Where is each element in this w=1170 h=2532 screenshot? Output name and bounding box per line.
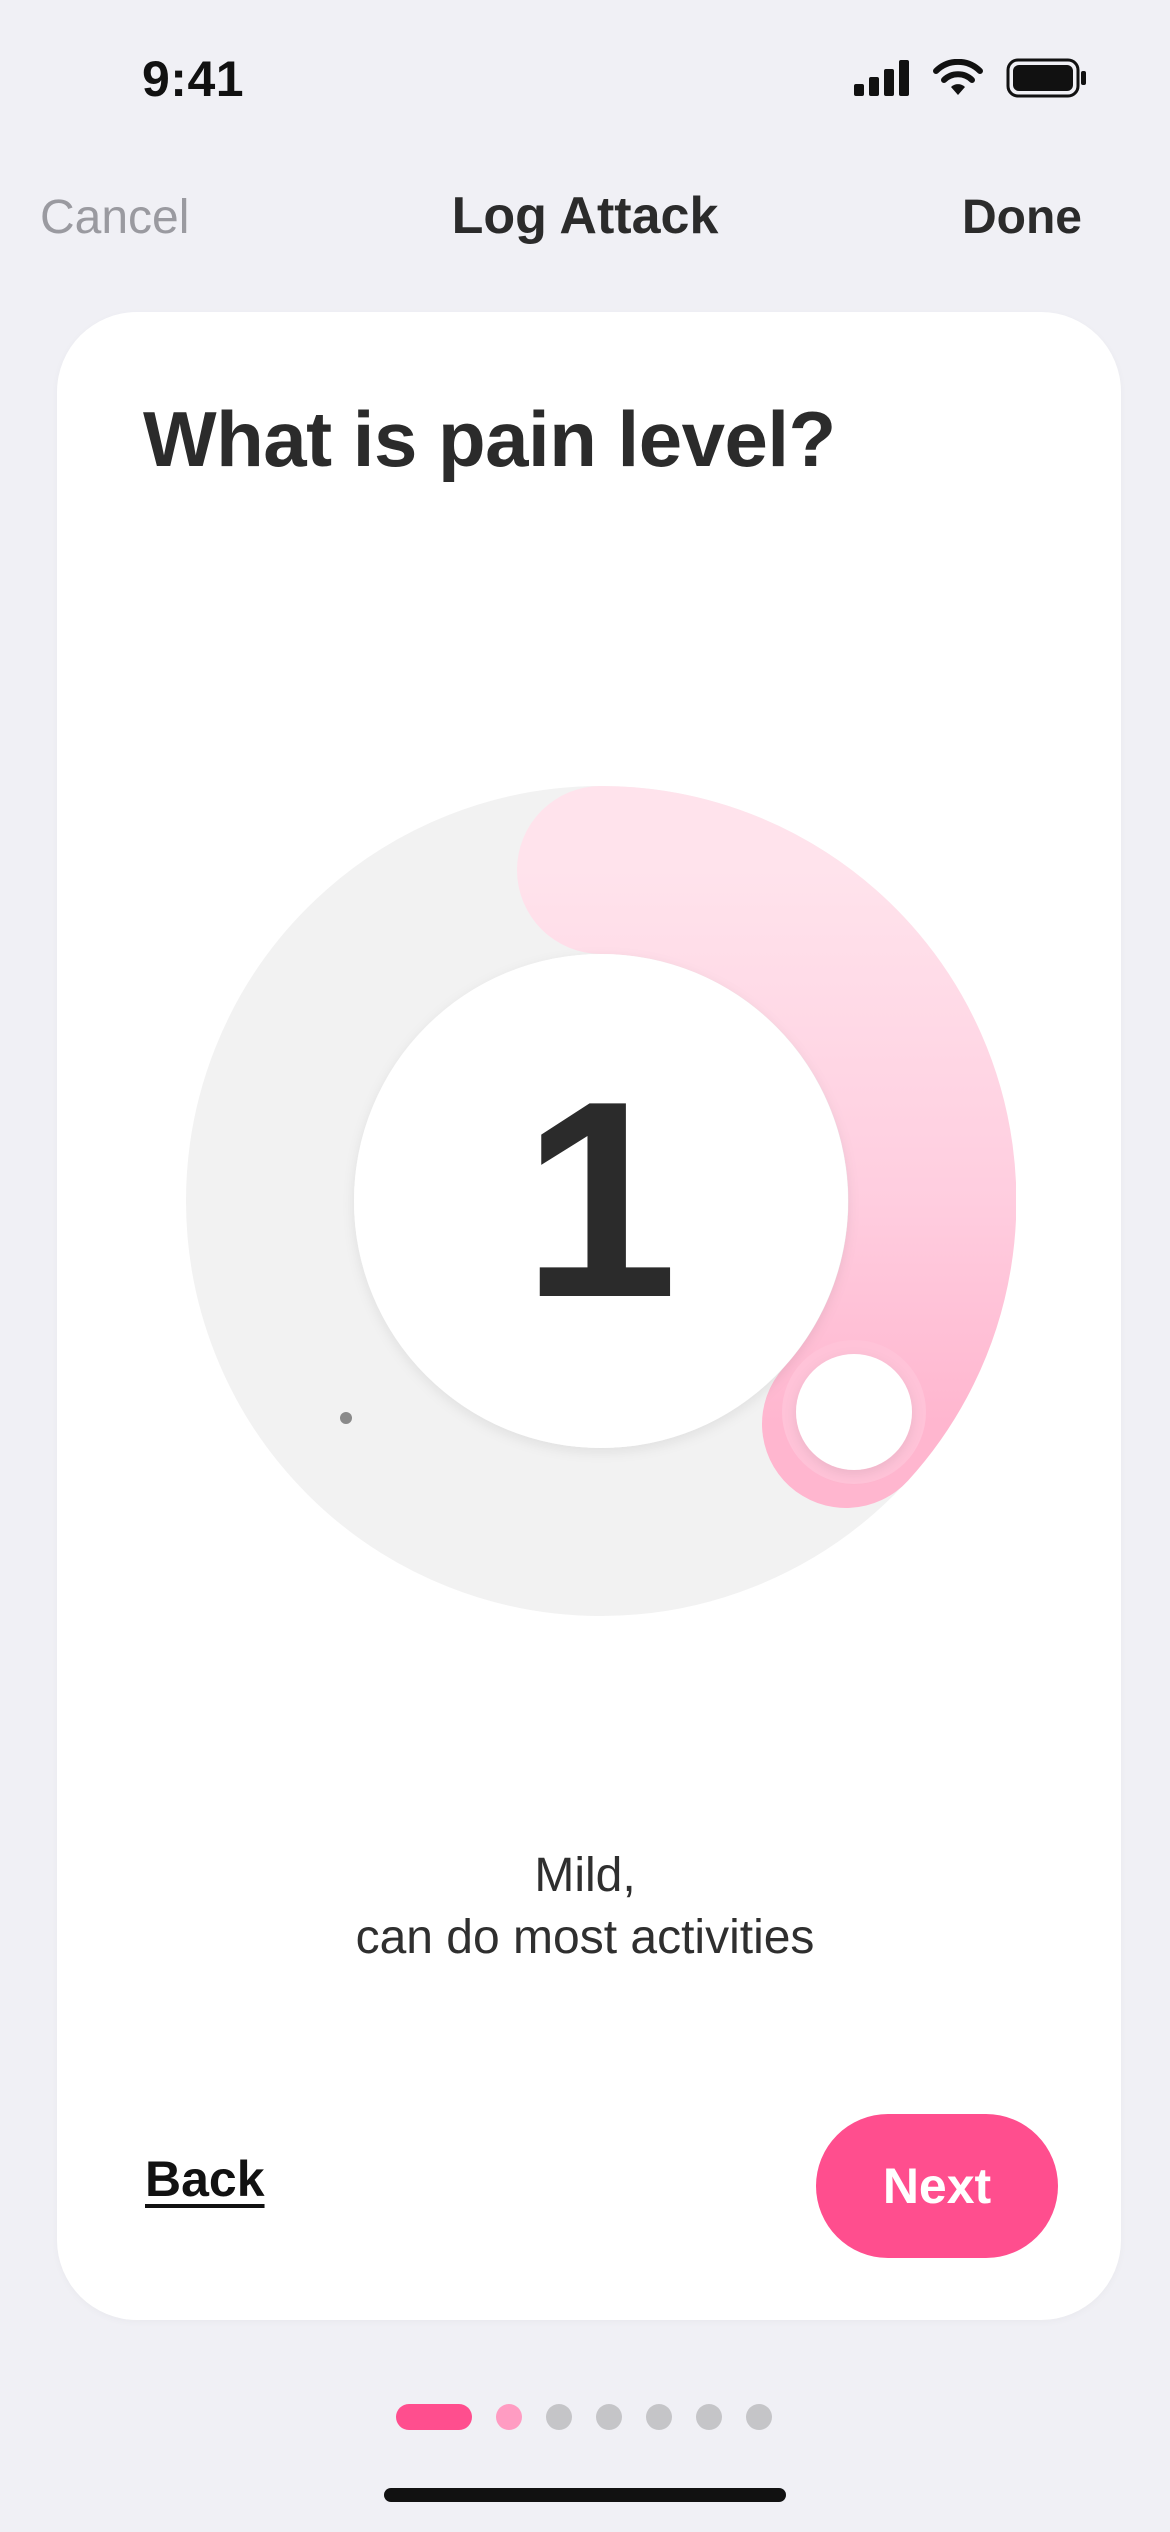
pain-description-line2: can do most activities (0, 1907, 1170, 1969)
pager-step (696, 2404, 722, 2430)
done-button[interactable]: Done (962, 190, 1082, 245)
pain-description-line1: Mild, (0, 1845, 1170, 1907)
back-button[interactable]: Back (145, 2150, 265, 2208)
dial-min-marker (340, 1412, 352, 1424)
battery-icon (1006, 58, 1088, 98)
page-indicator (396, 2404, 772, 2430)
pager-step (546, 2404, 572, 2430)
pain-level-value: 1 (400, 1060, 800, 1340)
question-heading: What is pain level? (143, 394, 836, 485)
pager-step (746, 2404, 772, 2430)
cellular-signal-icon (854, 60, 910, 96)
dial-handle[interactable] (782, 1340, 926, 1484)
wifi-icon (932, 59, 984, 97)
pager-step (646, 2404, 672, 2430)
pager-step (496, 2404, 522, 2430)
pager-step (596, 2404, 622, 2430)
next-button[interactable]: Next (816, 2114, 1058, 2258)
pain-description: Mild, can do most activities (0, 1845, 1170, 1969)
home-indicator (384, 2488, 786, 2502)
pager-step-active (396, 2404, 472, 2430)
status-time: 9:41 (142, 50, 244, 108)
status-icons (854, 58, 1088, 98)
